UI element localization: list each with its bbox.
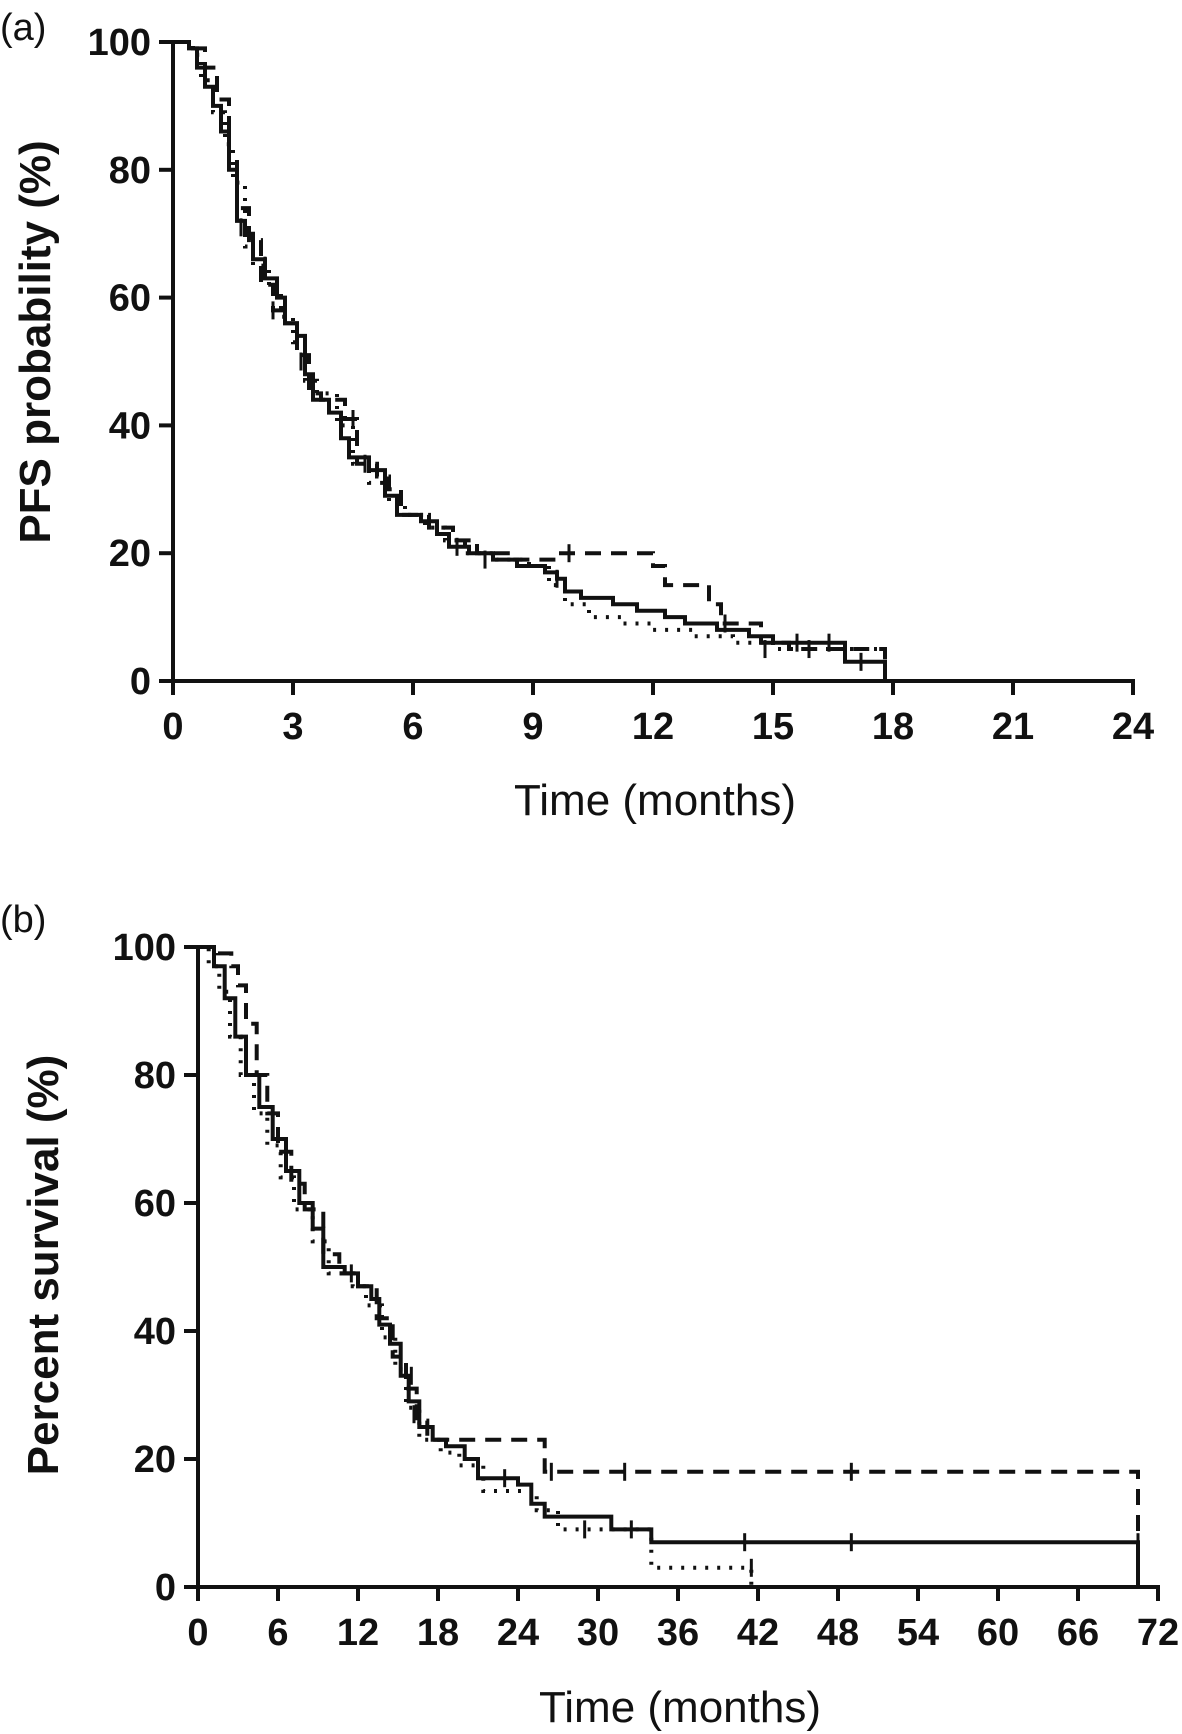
panel-a-y-tick-label: 60 <box>109 278 151 320</box>
panel-b-y-tick-label: 80 <box>134 1055 176 1097</box>
panel-a-curves <box>173 40 887 681</box>
panel-b-x-tick-label: 48 <box>817 1612 859 1654</box>
panel-a-x-tick-label: 18 <box>872 706 914 748</box>
panel-b-axes: 0 6 12 18 24 30 36 42 48 54 60 66 72 0 20 40 60 80 100 <box>113 927 1180 1654</box>
panel-a-axes: 0 3 6 9 12 15 18 21 24 0 20 40 60 80 100 <box>88 22 1155 748</box>
panel-b-curve-dashed <box>198 945 1140 1587</box>
panel-b-x-tick-label: 12 <box>337 1612 379 1654</box>
panel-a-y-tick-label: 40 <box>109 405 151 447</box>
panel-a-y-tick-label: 80 <box>109 150 151 192</box>
panel-a-x-axis-label: Time (months) <box>514 776 796 825</box>
panel-b-x-tick-label: 36 <box>657 1612 699 1654</box>
panel-a-curve-dashed <box>173 40 887 681</box>
panel-b-x-axis-label: Time (months) <box>539 1683 821 1732</box>
panel-a-y-tick-label: 100 <box>88 22 151 64</box>
panel-a-curve-dotted <box>173 40 887 681</box>
panel-b-x-tick-label: 42 <box>737 1612 779 1654</box>
panel-b-x-tick-label: 72 <box>1137 1612 1179 1654</box>
panel-a-x-tick-label: 21 <box>992 706 1034 748</box>
panel-b-survival-chart: (b) 0 6 12 18 24 30 36 42 48 54 60 66 72 0 20 40 60 80 100… <box>0 899 1179 1732</box>
panel-a-x-tick-label: 9 <box>522 706 543 748</box>
panel-b-x-tick-label: 60 <box>977 1612 1019 1654</box>
panel-a-x-tick-label: 15 <box>752 706 794 748</box>
panel-b-curve-solid <box>198 945 1140 1587</box>
panel-a-x-tick-label: 6 <box>402 706 423 748</box>
panel-a-y-tick-label: 20 <box>109 533 151 575</box>
panel-a-x-tick-label: 12 <box>632 706 674 748</box>
panel-b-label: (b) <box>0 899 46 941</box>
panel-b-x-tick-label: 24 <box>497 1612 539 1654</box>
panel-b-x-tick-label: 6 <box>267 1612 288 1654</box>
panel-b-y-axis-label: Percent survival (%) <box>19 1055 68 1476</box>
panel-a-y-tick-label: 0 <box>130 661 151 703</box>
panel-a-label: (a) <box>0 7 46 49</box>
panel-a-pfs-chart: (a) 0 3 6 9 12 15 18 21 24 0 20 40 60 80 100 Time (mon… <box>0 7 1154 825</box>
panel-b-x-tick-label: 30 <box>577 1612 619 1654</box>
panel-a-x-tick-label: 24 <box>1112 706 1154 748</box>
panel-b-x-tick-label: 66 <box>1057 1612 1099 1654</box>
panel-b-x-tick-label: 18 <box>417 1612 459 1654</box>
panel-b-y-tick-label: 60 <box>134 1183 176 1225</box>
panel-a-x-tick-label: 3 <box>282 706 303 748</box>
panel-b-curves <box>198 945 1140 1587</box>
panel-a-x-tick-label: 0 <box>162 706 183 748</box>
panel-b-x-tick-label: 54 <box>897 1612 939 1654</box>
panel-b-y-tick-label: 0 <box>155 1567 176 1609</box>
panel-b-x-tick-label: 0 <box>187 1612 208 1654</box>
panel-b-y-tick-label: 100 <box>113 927 176 969</box>
panel-b-curve-dotted <box>198 945 754 1587</box>
panel-b-y-tick-label: 20 <box>134 1439 176 1481</box>
panel-a-curve-solid <box>173 40 887 681</box>
panel-a-y-axis-label: PFS probability (%) <box>11 140 60 543</box>
panel-b-y-tick-label: 40 <box>134 1311 176 1353</box>
